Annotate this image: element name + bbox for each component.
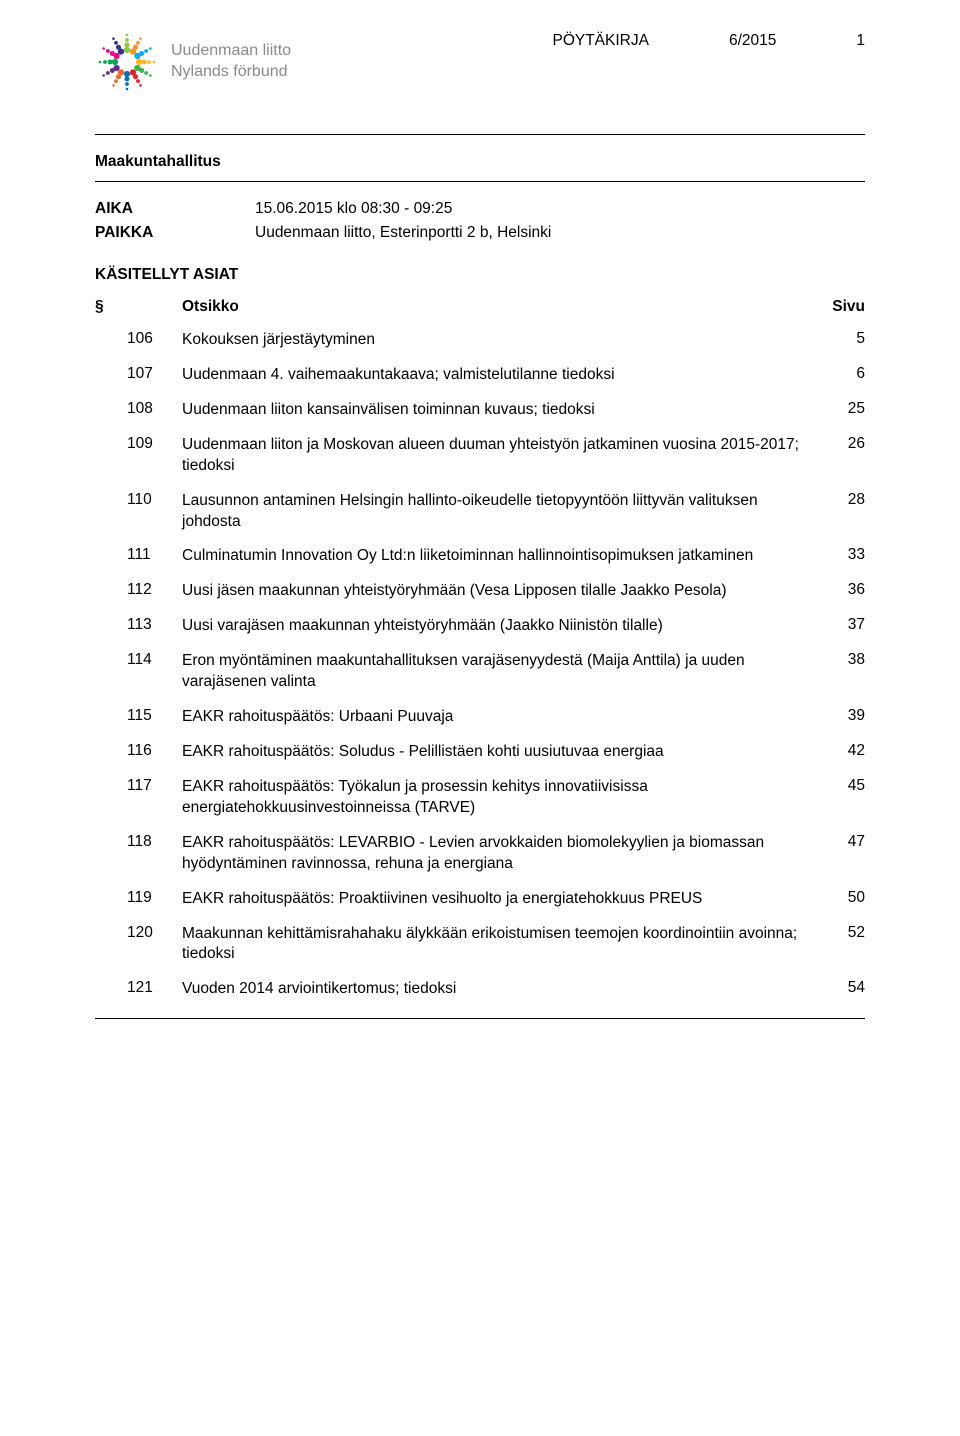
toc-num: 114 bbox=[127, 651, 182, 669]
sunburst-logo-icon bbox=[95, 30, 159, 94]
toc-page: 52 bbox=[825, 924, 865, 942]
toc-title: Uudenmaan 4. vaihemaakuntakaava; valmist… bbox=[182, 365, 825, 386]
toc-title: Lausunnon antaminen Helsingin hallinto-o… bbox=[182, 491, 825, 533]
toc-page: 25 bbox=[825, 400, 865, 418]
toc-num: 109 bbox=[127, 435, 182, 453]
toc-row: 118EAKR rahoituspäätös: LEVARBIO - Levie… bbox=[95, 833, 865, 875]
col-title: Otsikko bbox=[182, 298, 825, 316]
toc-row: 117EAKR rahoituspäätös: Työkalun ja pros… bbox=[95, 777, 865, 819]
toc-title: Eron myöntäminen maakuntahallituksen var… bbox=[182, 651, 825, 693]
toc-title: EAKR rahoituspäätös: Urbaani Puuvaja bbox=[182, 707, 825, 728]
toc-num: 115 bbox=[127, 707, 182, 725]
toc-num: 120 bbox=[127, 924, 182, 942]
toc-num: 118 bbox=[127, 833, 182, 851]
logo-block: Uudenmaan liitto Nylands förbund bbox=[95, 30, 552, 94]
col-num-spacer bbox=[127, 298, 182, 316]
toc-title: Uusi jäsen maakunnan yhteistyöryhmään (V… bbox=[182, 581, 825, 602]
place-row: PAIKKA Uudenmaan liitto, Esterinportti 2… bbox=[95, 224, 865, 242]
toc-page: 45 bbox=[825, 777, 865, 795]
toc-num: 116 bbox=[127, 742, 182, 760]
doc-number: 6/2015 bbox=[729, 32, 776, 50]
toc-row: 107Uudenmaan 4. vaihemaakuntakaava; valm… bbox=[95, 365, 865, 386]
toc-row: 115EAKR rahoituspäätös: Urbaani Puuvaja3… bbox=[95, 707, 865, 728]
toc-num: 119 bbox=[127, 889, 182, 907]
col-sym: § bbox=[95, 298, 127, 316]
time-value: 15.06.2015 klo 08:30 - 09:25 bbox=[255, 200, 452, 218]
header-meta: PÖYTÄKIRJA 6/2015 1 bbox=[552, 30, 865, 50]
toc-title: Culminatumin Innovation Oy Ltd:n liiketo… bbox=[182, 546, 825, 567]
toc-num: 113 bbox=[127, 616, 182, 634]
items-heading: KÄSITELLYT ASIAT bbox=[95, 266, 865, 284]
toc-row: 113Uusi varajäsen maakunnan yhteistyöryh… bbox=[95, 616, 865, 637]
toc-page: 47 bbox=[825, 833, 865, 851]
toc-row: 116EAKR rahoituspäätös: Soludus - Pelill… bbox=[95, 742, 865, 763]
toc-row: 111Culminatumin Innovation Oy Ltd:n liik… bbox=[95, 546, 865, 567]
toc-title: Uudenmaan liiton kansainvälisen toiminna… bbox=[182, 400, 825, 421]
toc-title: Kokouksen järjestäytyminen bbox=[182, 330, 825, 351]
toc-row: 109Uudenmaan liiton ja Moskovan alueen d… bbox=[95, 435, 865, 477]
toc-page: 33 bbox=[825, 546, 865, 564]
org-line2: Nylands förbund bbox=[171, 62, 291, 83]
toc-title: Uudenmaan liiton ja Moskovan alueen duum… bbox=[182, 435, 825, 477]
toc-row: 121Vuoden 2014 arviointikertomus; tiedok… bbox=[95, 979, 865, 1000]
doc-type: PÖYTÄKIRJA bbox=[552, 32, 648, 50]
toc-page: 38 bbox=[825, 651, 865, 669]
time-label: AIKA bbox=[95, 200, 255, 218]
page-container: Uudenmaan liitto Nylands förbund PÖYTÄKI… bbox=[0, 0, 960, 1059]
toc-page: 50 bbox=[825, 889, 865, 907]
col-page: Sivu bbox=[825, 298, 865, 316]
toc-title: EAKR rahoituspäätös: Soludus - Pelillist… bbox=[182, 742, 825, 763]
toc-page: 54 bbox=[825, 979, 865, 997]
toc-num: 107 bbox=[127, 365, 182, 383]
org-line1: Uudenmaan liitto bbox=[171, 41, 291, 62]
toc-title: Maakunnan kehittämisrahahaku älykkään er… bbox=[182, 924, 825, 966]
toc-num: 117 bbox=[127, 777, 182, 795]
place-value: Uudenmaan liitto, Esterinportti 2 b, Hel… bbox=[255, 224, 551, 242]
toc-num: 110 bbox=[127, 491, 182, 509]
toc-page: 5 bbox=[825, 330, 865, 348]
toc-num: 106 bbox=[127, 330, 182, 348]
page-number-top: 1 bbox=[856, 32, 865, 50]
org-name: Uudenmaan liitto Nylands förbund bbox=[171, 41, 291, 83]
toc-page: 28 bbox=[825, 491, 865, 509]
toc-title: EAKR rahoituspäätös: LEVARBIO - Levien a… bbox=[182, 833, 825, 875]
toc-title: Uusi varajäsen maakunnan yhteistyöryhmää… bbox=[182, 616, 825, 637]
time-row: AIKA 15.06.2015 klo 08:30 - 09:25 bbox=[95, 200, 865, 218]
meeting-title: Maakuntahallitus bbox=[95, 153, 865, 171]
toc-num: 108 bbox=[127, 400, 182, 418]
toc-page: 39 bbox=[825, 707, 865, 725]
divider bbox=[95, 1018, 865, 1019]
toc-row: 112Uusi jäsen maakunnan yhteistyöryhmään… bbox=[95, 581, 865, 602]
toc-title: Vuoden 2014 arviointikertomus; tiedoksi bbox=[182, 979, 825, 1000]
divider bbox=[95, 181, 865, 182]
toc-page: 6 bbox=[825, 365, 865, 383]
toc-title: EAKR rahoituspäätös: Työkalun ja prosess… bbox=[182, 777, 825, 819]
toc-header: § Otsikko Sivu bbox=[95, 298, 865, 316]
toc-row: 106Kokouksen järjestäytyminen5 bbox=[95, 330, 865, 351]
toc-num: 112 bbox=[127, 581, 182, 599]
toc-page: 42 bbox=[825, 742, 865, 760]
toc-page: 36 bbox=[825, 581, 865, 599]
toc-page: 37 bbox=[825, 616, 865, 634]
toc-title: EAKR rahoituspäätös: Proaktiivinen vesih… bbox=[182, 889, 825, 910]
toc-body: 106Kokouksen järjestäytyminen5107Uudenma… bbox=[95, 330, 865, 1000]
toc-row: 120Maakunnan kehittämisrahahaku älykkään… bbox=[95, 924, 865, 966]
toc-row: 108Uudenmaan liiton kansainvälisen toimi… bbox=[95, 400, 865, 421]
toc-num: 121 bbox=[127, 979, 182, 997]
divider bbox=[95, 134, 865, 135]
toc-row: 119EAKR rahoituspäätös: Proaktiivinen ve… bbox=[95, 889, 865, 910]
toc-page: 26 bbox=[825, 435, 865, 453]
toc-row: 110Lausunnon antaminen Helsingin hallint… bbox=[95, 491, 865, 533]
place-label: PAIKKA bbox=[95, 224, 255, 242]
toc-row: 114Eron myöntäminen maakuntahallituksen … bbox=[95, 651, 865, 693]
header: Uudenmaan liitto Nylands förbund PÖYTÄKI… bbox=[95, 30, 865, 94]
toc-num: 111 bbox=[127, 546, 182, 564]
